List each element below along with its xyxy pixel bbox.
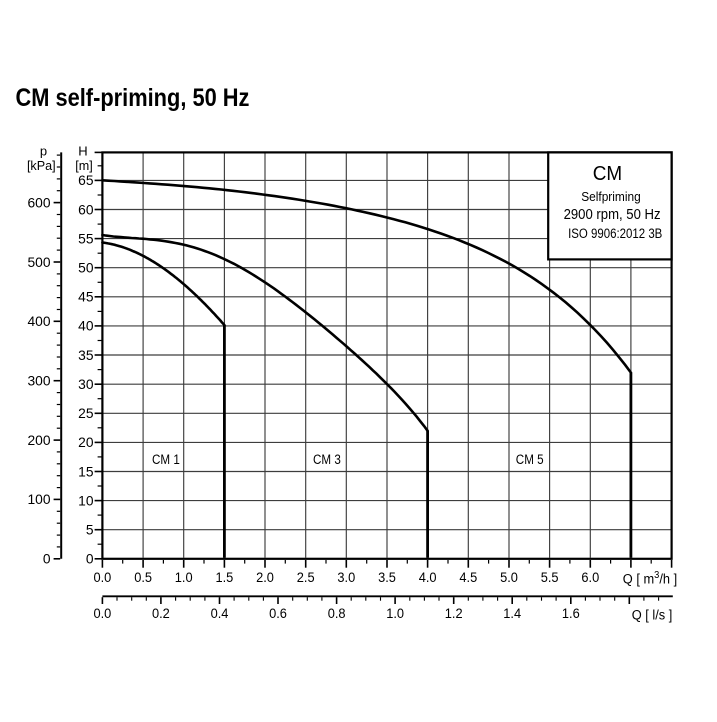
svg-text:40: 40 [78,319,94,334]
svg-text:p: p [40,143,47,158]
svg-text:CM: CM [593,162,622,185]
svg-text:5: 5 [86,523,94,538]
svg-text:6.0: 6.0 [581,569,599,585]
svg-text:35: 35 [78,348,94,363]
svg-text:5.5: 5.5 [541,569,559,585]
svg-text:1.5: 1.5 [215,569,233,585]
svg-text:0.6: 0.6 [269,606,287,622]
svg-text:0.2: 0.2 [152,606,170,622]
svg-text:2.0: 2.0 [256,569,274,585]
svg-text:55: 55 [78,231,94,246]
svg-text:15: 15 [78,464,94,479]
svg-text:2900 rpm, 50 Hz: 2900 rpm, 50 Hz [564,205,661,222]
svg-text:0.5: 0.5 [134,569,152,585]
svg-text:3.0: 3.0 [337,569,355,585]
svg-text:100: 100 [27,492,50,507]
svg-text:20: 20 [78,435,94,450]
svg-text:50: 50 [78,261,94,276]
svg-text:0.0: 0.0 [93,606,111,622]
svg-text:600: 600 [27,195,50,210]
svg-text:1.2: 1.2 [445,606,463,622]
svg-text:300: 300 [27,374,50,389]
svg-text:CM 3: CM 3 [313,452,341,467]
svg-text:0: 0 [86,552,94,567]
svg-text:H: H [78,143,87,158]
svg-text:0: 0 [43,552,51,567]
svg-text:65: 65 [78,173,94,188]
svg-text:CM 5: CM 5 [516,452,544,467]
svg-text:Q [ m3/h ]: Q [ m3/h ] [623,570,677,587]
svg-text:CM 1: CM 1 [152,452,180,467]
svg-text:10: 10 [78,493,94,508]
svg-text:[m]: [m] [75,159,93,173]
svg-text:3.5: 3.5 [378,569,396,585]
svg-text:200: 200 [27,433,50,448]
svg-text:45: 45 [78,290,94,305]
svg-text:2.5: 2.5 [297,569,315,585]
svg-text:400: 400 [27,314,50,329]
svg-text:[kPa]: [kPa] [27,159,56,173]
svg-text:5.0: 5.0 [500,569,518,585]
svg-text:500: 500 [27,255,50,270]
svg-text:1.0: 1.0 [175,569,193,585]
svg-text:4.5: 4.5 [459,569,477,585]
svg-text:CM self-priming, 50 Hz: CM self-priming, 50 Hz [16,83,250,111]
svg-text:1.6: 1.6 [562,606,580,622]
svg-text:0.4: 0.4 [211,606,229,622]
svg-text:Selfpriming: Selfpriming [581,189,640,204]
svg-text:60: 60 [78,202,94,217]
svg-text:0.0: 0.0 [93,569,111,585]
svg-text:1.4: 1.4 [503,606,521,622]
svg-text:25: 25 [78,406,94,421]
svg-text:Q [ l/s ]: Q [ l/s ] [632,607,673,623]
svg-text:1.0: 1.0 [386,606,404,622]
svg-text:30: 30 [78,377,94,392]
svg-text:4.0: 4.0 [419,569,437,585]
svg-text:ISO 9906:2012 3B: ISO 9906:2012 3B [568,226,662,241]
svg-text:0.8: 0.8 [328,606,346,622]
